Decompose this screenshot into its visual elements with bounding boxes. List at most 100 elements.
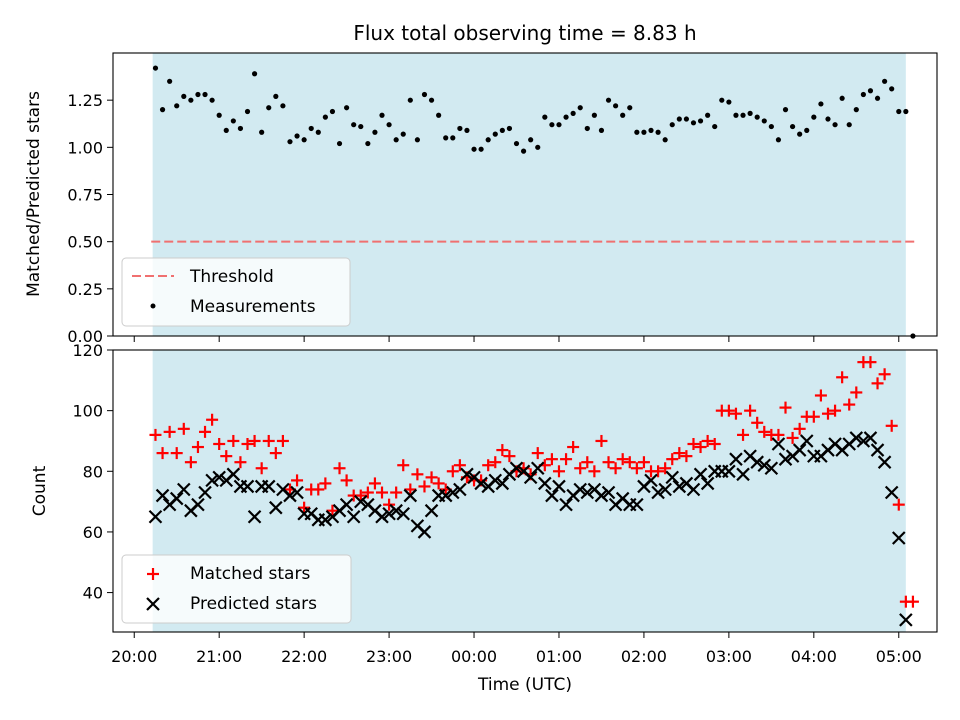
- predicted-star-point: [799, 434, 814, 448]
- matched-star-point: [503, 450, 516, 463]
- matched-star-point: [170, 447, 183, 460]
- measurement-point: [202, 91, 208, 98]
- measurement-point: [351, 122, 357, 128]
- matched-star-point: [609, 462, 622, 475]
- x-tick-label: 01:00: [536, 647, 582, 666]
- matched-star-point: [411, 468, 424, 481]
- measurement-point: [570, 110, 576, 116]
- measurement-point: [832, 122, 838, 128]
- measurement-point: [478, 146, 484, 152]
- predicted-star-point: [884, 485, 899, 500]
- matched-star-point: [453, 459, 466, 472]
- matched-star-point: [496, 444, 509, 457]
- measurement-point: [535, 144, 541, 150]
- measurement-point: [244, 108, 251, 115]
- measurements-legend-icon: [150, 303, 156, 309]
- predicted-star-point: [488, 473, 503, 488]
- matched-star-point: [744, 404, 757, 417]
- predicted-star-point: [877, 455, 892, 469]
- x-tick-label: 20:00: [111, 647, 157, 666]
- measurement-point: [280, 103, 286, 109]
- matched-star-point: [361, 486, 374, 499]
- predicted-star-point: [757, 458, 772, 473]
- predicted-star-point: [771, 437, 786, 451]
- matched-star-point: [390, 486, 403, 499]
- matched-star-point: [298, 501, 311, 514]
- matched-star-point: [262, 434, 275, 447]
- measurement-point: [499, 127, 505, 133]
- predicted-star-point: [261, 479, 276, 494]
- measurement-point: [860, 91, 866, 98]
- measurement-point: [386, 122, 392, 128]
- measurement-point: [577, 105, 583, 111]
- matched-star-point: [673, 447, 686, 460]
- measurement-point: [181, 93, 187, 99]
- measurement-point: [273, 93, 279, 99]
- x-tick-label: 05:00: [876, 647, 922, 666]
- matched-star-point: [807, 410, 820, 423]
- counts-legend-box: [121, 554, 352, 624]
- ratio-y-tick-label: 0.75: [67, 186, 103, 205]
- matched-legend-icon: [147, 568, 159, 580]
- predicted-star-point: [446, 485, 460, 500]
- predicted-star-point: [856, 434, 871, 448]
- measurement-point: [513, 140, 520, 147]
- ratio-y-tick-label: 0.00: [67, 327, 103, 346]
- measurement-point: [563, 114, 569, 120]
- matched-star-point: [333, 462, 346, 475]
- measurement-point: [528, 137, 534, 143]
- measurement-point: [648, 127, 654, 133]
- counts-y-axis: 40 60 80 100 120: [72, 341, 113, 603]
- matched-star-point: [737, 428, 750, 441]
- matched-star-point: [156, 447, 169, 460]
- measurement-point: [336, 140, 343, 147]
- matched-star-point: [836, 371, 849, 384]
- matched-star-point: [814, 389, 827, 402]
- counts-panel: 40 60 80 100 120 20:00 21:00 22:00 23:00 00:00 01…: [30, 341, 938, 695]
- measurement-point: [407, 97, 413, 103]
- predicted-star-point: [460, 467, 474, 482]
- predicted-star-point: [778, 452, 793, 466]
- predicted-legend-icon: [146, 597, 160, 611]
- matched-star-point: [326, 504, 339, 517]
- measurement-point: [287, 139, 293, 145]
- predicted-star-point: [552, 479, 566, 494]
- measurement-point: [712, 123, 718, 130]
- counts-axes-frame: [112, 349, 938, 633]
- measurement-point: [882, 78, 888, 84]
- measurement-point: [230, 118, 236, 124]
- measurement-point: [414, 137, 420, 143]
- predicted-star-point: [630, 497, 644, 512]
- predicted-star-point: [729, 452, 743, 466]
- measurement-point: [846, 122, 852, 128]
- predicted-star-point: [601, 485, 616, 500]
- measurement-point: [620, 112, 626, 118]
- matched-star-point: [312, 483, 325, 496]
- measurement-point: [627, 105, 633, 111]
- counts-x-axis: 20:00 21:00 22:00 23:00 00:00 01:00 02:00 03:00…: [111, 632, 922, 666]
- measurement-point: [195, 91, 201, 98]
- matched-star-point: [376, 486, 389, 499]
- matched-star-point: [595, 434, 608, 447]
- predicted-star-point: [686, 482, 701, 497]
- measurement-point: [634, 129, 640, 135]
- measurement-point: [768, 123, 774, 130]
- predicted-star-point: [672, 479, 687, 494]
- predicted-star-point: [198, 485, 212, 500]
- matched-star-point: [567, 441, 580, 454]
- predicted-star-point: [438, 488, 453, 503]
- x-tick-label: 00:00: [451, 647, 497, 666]
- counts-y-tick-label: 100: [72, 402, 103, 421]
- matched-star-point: [623, 456, 636, 469]
- measurement-point: [159, 107, 166, 113]
- matched-star-point: [418, 480, 431, 493]
- matched-star-point: [191, 441, 204, 454]
- predicted-star-point: [205, 473, 219, 488]
- measurement-point: [903, 108, 909, 115]
- predicted-star-point: [736, 467, 750, 482]
- matched-star-point: [786, 431, 799, 444]
- measurement-point: [896, 108, 902, 115]
- predicted-star-point: [523, 470, 538, 485]
- matched-star-point: [821, 407, 834, 420]
